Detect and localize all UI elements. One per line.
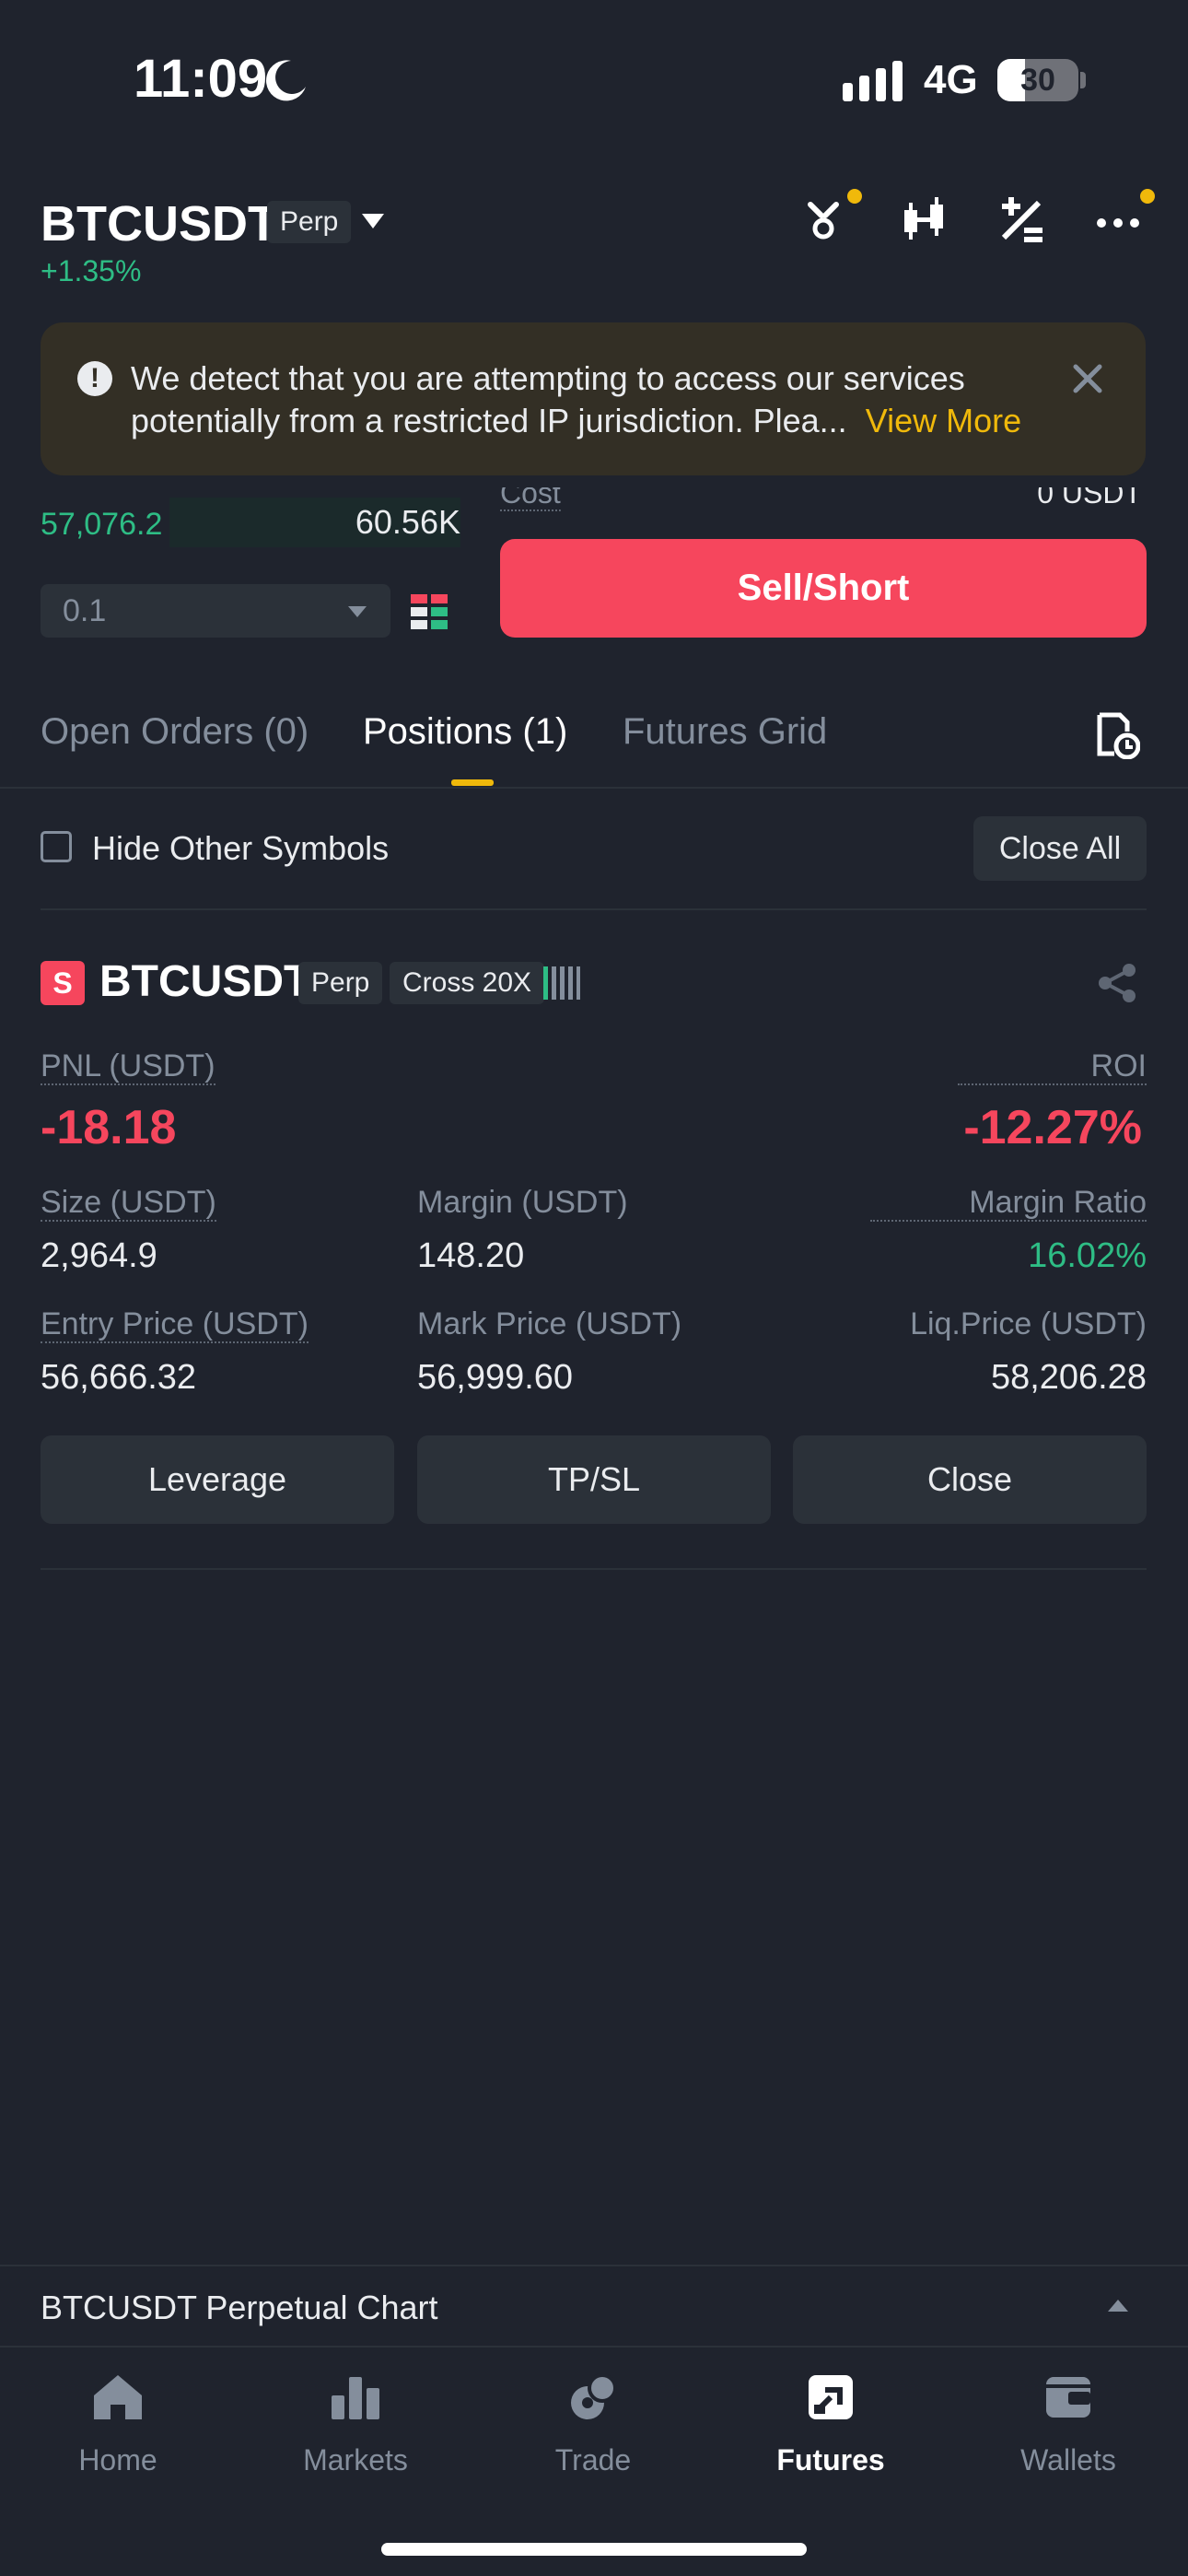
mark-price-value: 56,999.60 <box>417 1358 574 1397</box>
roi-label: ROI <box>958 1048 1147 1085</box>
share-icon[interactable] <box>1096 962 1138 1004</box>
nav-trade[interactable]: Trade <box>501 2370 685 2477</box>
nav-label: Wallets <box>1020 2443 1116 2476</box>
margin-ratio-label: Margin Ratio <box>870 1185 1147 1222</box>
home-indicator[interactable] <box>381 2543 807 2556</box>
banner-text: We detect that you are attempting to acc… <box>131 359 965 439</box>
nav-label: Futures <box>776 2443 885 2476</box>
pnl-value: -18.18 <box>41 1101 177 1154</box>
orderbook-volume: 60.56K <box>355 503 460 541</box>
margin-ratio-value: 16.02% <box>1028 1236 1147 1275</box>
orderbook-price: 57,076.2 <box>41 507 163 542</box>
mark-price-label: Mark Price (USDT) <box>417 1306 682 1341</box>
cost-value: 0 USDT <box>1037 476 1142 509</box>
moon-icon <box>266 60 306 101</box>
banner-message: We detect that you are attempting to acc… <box>131 357 1079 442</box>
symbol-dropdown-icon[interactable] <box>362 214 384 228</box>
notification-dot <box>847 189 862 204</box>
warning-icon: ! <box>77 361 112 396</box>
more-icon[interactable] <box>1092 192 1147 247</box>
tab-futures-grid[interactable]: Futures Grid <box>623 711 828 752</box>
battery-level: 30 <box>1020 63 1055 98</box>
symbol-title[interactable]: BTCUSDT <box>41 196 278 252</box>
nav-label: Trade <box>554 2443 632 2476</box>
candlestick-chart-icon[interactable] <box>897 192 952 247</box>
entry-price-label: Entry Price (USDT) <box>41 1306 309 1343</box>
leverage-button[interactable]: Leverage <box>41 1435 394 1524</box>
markets-icon <box>332 2377 379 2419</box>
chevron-up-icon[interactable] <box>1108 2300 1128 2312</box>
card-divider <box>41 1568 1147 1570</box>
nav-futures[interactable]: Futures <box>739 2370 923 2477</box>
quantity-select[interactable]: 0.1 <box>41 584 390 638</box>
battery-nub <box>1080 72 1086 88</box>
chart-toggle-label[interactable]: BTCUSDT Perpetual Chart <box>41 2289 438 2326</box>
nav-markets[interactable]: Markets <box>263 2370 448 2477</box>
tpsl-button[interactable]: TP/SL <box>417 1435 771 1524</box>
nav-label: Markets <box>303 2443 408 2476</box>
chart-bar-divider <box>0 2265 1188 2266</box>
tab-open-orders[interactable]: Open Orders (0) <box>41 711 309 752</box>
calculator-icon[interactable] <box>995 192 1050 247</box>
hide-other-symbols-label[interactable]: Hide Other Symbols <box>92 829 390 867</box>
liq-price-label: Liq.Price (USDT) <box>910 1306 1147 1341</box>
trade-icon <box>571 2373 617 2419</box>
chevron-down-icon <box>348 606 367 617</box>
roi-value: -12.27% <box>963 1101 1142 1154</box>
battery-icon: 30 <box>997 59 1078 101</box>
network-type: 4G <box>924 57 978 102</box>
close-position-button[interactable]: Close <box>793 1435 1147 1524</box>
orderbook-row[interactable]: 57,076.2 60.56K <box>41 498 460 547</box>
bottom-nav-divider <box>0 2346 1188 2348</box>
pnl-label: PNL (USDT) <box>41 1048 215 1085</box>
active-tab-indicator <box>451 779 494 786</box>
nav-label: Home <box>78 2443 157 2476</box>
margin-label: Margin (USDT) <box>417 1185 628 1220</box>
restricted-ip-banner: ! We detect that you are attempting to a… <box>41 322 1146 475</box>
position-symbol[interactable]: BTCUSDT <box>99 957 311 1006</box>
sell-short-button[interactable]: Sell/Short <box>500 539 1147 638</box>
liq-price-value: 58,206.28 <box>990 1358 1147 1397</box>
cost-label: Cost <box>500 476 561 511</box>
futures-icon <box>809 2375 853 2419</box>
close-all-button[interactable]: Close All <box>973 816 1147 881</box>
tab-positions[interactable]: Positions (1) <box>363 711 568 752</box>
copy-trading-icon[interactable] <box>801 192 856 247</box>
filter-divider <box>41 908 1147 910</box>
status-time: 11:09 <box>134 49 268 109</box>
size-value: 2,964.9 <box>41 1236 157 1275</box>
margin-value: 148.20 <box>417 1236 525 1275</box>
close-icon[interactable] <box>1072 363 1103 394</box>
position-contract-tag: Perp <box>298 962 383 1004</box>
price-change: +1.35% <box>41 254 142 287</box>
order-history-icon[interactable] <box>1096 711 1140 759</box>
signal-icon <box>843 61 903 101</box>
size-label: Size (USDT) <box>41 1185 216 1222</box>
contract-tag: Perp <box>267 201 352 243</box>
position-margin-mode-tag[interactable]: Cross 20X <box>390 962 545 1004</box>
notification-dot <box>1140 189 1155 204</box>
adl-indicator-icon <box>543 966 580 1000</box>
tabs-divider <box>0 787 1188 789</box>
orderbook-layout-icon[interactable] <box>411 592 449 631</box>
side-badge: S <box>41 961 85 1005</box>
hide-other-symbols-checkbox[interactable] <box>41 831 72 862</box>
nav-wallets[interactable]: Wallets <box>976 2370 1160 2477</box>
view-more-link[interactable]: View More <box>865 402 1022 439</box>
nav-home[interactable]: Home <box>26 2370 210 2477</box>
quantity-value: 0.1 <box>63 593 107 628</box>
home-icon <box>94 2375 142 2419</box>
depth-bar <box>169 498 460 547</box>
entry-price-value: 56,666.32 <box>41 1358 197 1397</box>
wallets-icon <box>1046 2377 1090 2418</box>
